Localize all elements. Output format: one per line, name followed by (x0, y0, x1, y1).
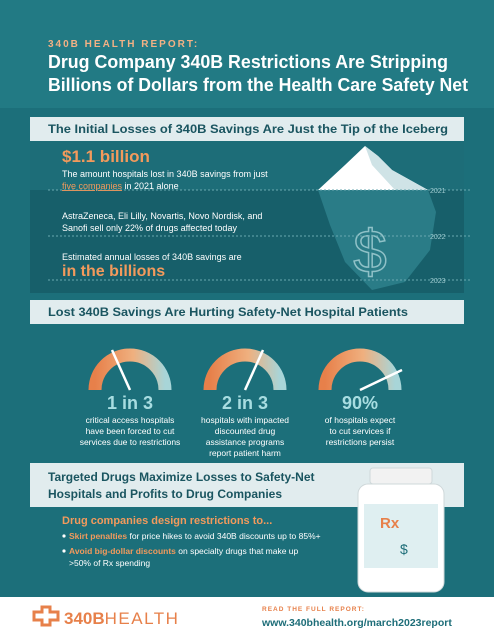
description: Estimated annual losses of 340B savings … (62, 252, 242, 262)
stat-description: discounted drug (215, 426, 276, 436)
stat-description: services due to restrictions (80, 437, 181, 447)
stat-description: assistance programs (206, 437, 284, 447)
report-url[interactable]: www.340bhealth.org/march2023report (261, 617, 452, 629)
gauge-needle (359, 368, 403, 392)
bullet (62, 534, 66, 538)
logo-rest: HEALTH (105, 609, 180, 628)
description-part: in 2021 alone (122, 181, 179, 191)
iceberg-shade (365, 146, 428, 190)
bullet-text: Avoid big-dollar discounts on specialty … (69, 546, 299, 556)
stat-description: of hospitals expect (325, 415, 396, 425)
description: Sanofi sell only 22% of drugs affected t… (62, 223, 237, 233)
stat-description: restrictions persist (326, 437, 395, 447)
gauges (88, 348, 403, 392)
description: AstraZeneca, Eli Lilly, Novartis, Novo N… (62, 211, 262, 221)
kicker: 340B HEALTH REPORT: (48, 39, 199, 50)
iceberg-underwater (318, 190, 436, 290)
year-label: 2022 (430, 234, 446, 241)
gauge (203, 348, 287, 391)
title: Billions of Dollars from the Health Care… (48, 74, 468, 95)
footer (0, 597, 494, 640)
stat-value: 90% (342, 393, 378, 413)
bullet-text: >50% of Rx spending (69, 558, 150, 568)
section-heading: Lost 340B Savings Are Hurting Safety-Net… (48, 305, 408, 319)
title: Drug Company 340B Restrictions Are Strip… (48, 51, 448, 72)
gauge-needle (243, 349, 265, 391)
bottle-cap (369, 467, 433, 485)
section-banner (30, 300, 464, 324)
section-heading: Hospitals and Profits to Drug Companies (48, 487, 282, 501)
dollar-icon: $ (353, 218, 386, 285)
section-heading: Targeted Drugs Maximize Losses to Safety… (48, 470, 315, 484)
gauge-needle (110, 349, 132, 391)
bullet-bold: Avoid big-dollar discounts (69, 546, 176, 556)
stat-value: 1 in 3 (107, 393, 153, 413)
dollar-icon: $ (400, 541, 408, 557)
stat-value: 2 in 3 (222, 393, 268, 413)
bullet-rest: for price hikes to avoid 340B discounts … (127, 531, 321, 541)
header-band (0, 0, 494, 108)
section-banner (30, 117, 464, 141)
rx-label: Rx (380, 515, 400, 532)
bullet (62, 549, 66, 553)
description: The amount hospitals lost in 340B saving… (62, 169, 268, 179)
bullet-rest: on specialty drugs that make up (176, 546, 299, 556)
year-label: 2021 (430, 188, 446, 195)
year-label: 2023 (430, 278, 446, 285)
stat-description: hospitals with impacted (201, 415, 289, 425)
lead: Drug companies design restrictions to... (62, 515, 272, 527)
pill-bottle: Rx $ (357, 467, 445, 593)
cta: READ THE FULL REPORT: (262, 606, 365, 613)
logo: 340BHEALTH (64, 609, 179, 628)
stat-description: to cut services if (330, 426, 392, 436)
highlight: five companies (62, 181, 123, 191)
stat-description: have been forced to cut (86, 426, 175, 436)
stat-description: critical access hospitals (86, 415, 175, 425)
description: five companies in 2021 alone (62, 181, 179, 191)
logo-cross (32, 605, 60, 627)
stat-description: report patient harm (209, 448, 281, 458)
logo-bold: 340B (64, 609, 105, 628)
gauge (88, 348, 172, 391)
bullet-bold: Skirt penalties (69, 531, 127, 541)
bullet-text: Skirt penalties for price hikes to avoid… (69, 531, 321, 541)
estimate: in the billions (62, 263, 165, 280)
bottle-label (364, 504, 438, 568)
amount: $1.1 billion (62, 147, 150, 166)
section-heading: The Initial Losses of 340B Savings Are J… (48, 122, 448, 136)
